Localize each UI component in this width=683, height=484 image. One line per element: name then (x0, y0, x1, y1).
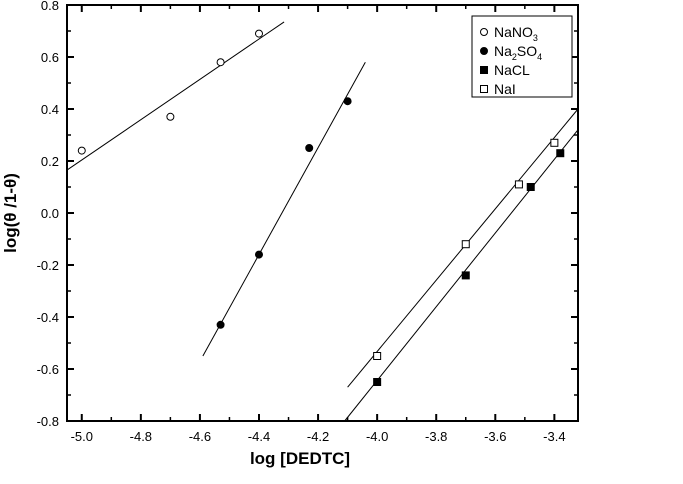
x-axis-label: log [DEDTC] (250, 449, 350, 468)
x-tick-label: -4.0 (366, 429, 388, 444)
data-point-nacl (556, 149, 565, 158)
y-tick-label: -0.4 (37, 310, 59, 325)
y-tick-label: 0.2 (41, 154, 59, 169)
y-tick-label: 0.0 (41, 206, 59, 221)
data-point-na2so4 (216, 320, 225, 329)
legend-label-nai: NaI (494, 81, 516, 97)
data-point-na2so4 (305, 144, 314, 152)
x-tick-label: -5.0 (71, 429, 93, 444)
legend-label-na2so4: Na2SO4 (494, 43, 542, 62)
data-point-nano3 (216, 58, 225, 67)
x-tick-label: -4.4 (248, 429, 270, 444)
legend-box (471, 15, 573, 98)
x-tick-label: -4.2 (307, 429, 329, 444)
legend-marker-na2so4 (480, 47, 488, 55)
y-tick-label: -0.6 (37, 362, 59, 377)
x-tick-label: -3.8 (425, 429, 447, 444)
data-point-nacl (461, 271, 470, 280)
legend-marker-nacl (480, 66, 488, 74)
data-point-nai (514, 180, 523, 189)
data-point-nacl (373, 378, 382, 386)
y-tick-label: -0.8 (37, 414, 59, 429)
x-tick-label: -4.6 (189, 429, 211, 444)
fit-line-nacl (344, 129, 579, 422)
data-point-na2so4 (254, 250, 263, 259)
y-tick-label: -0.2 (37, 258, 59, 273)
y-axis-label: log(θ /1-θ) (1, 173, 20, 253)
data-point-nano3 (166, 112, 175, 121)
y-tick-label: 0.6 (41, 50, 59, 65)
x-tick-label: -4.8 (130, 429, 152, 444)
x-tick-label: -3.6 (484, 429, 506, 444)
x-tick-label: -3.4 (543, 429, 565, 444)
data-point-nano3 (77, 146, 86, 155)
legend-marker-nai (480, 85, 488, 93)
y-tick-label: 0.4 (41, 102, 59, 117)
legend-marker-nano3 (480, 28, 488, 36)
legend-label-nacl: NaCL (494, 62, 530, 78)
legend-label-nano3: NaNO3 (494, 24, 538, 43)
data-point-nai (550, 138, 559, 147)
fit-line-na2so4 (202, 61, 366, 357)
data-point-nano3 (254, 29, 263, 38)
data-point-nacl (526, 183, 535, 191)
data-point-na2so4 (343, 97, 352, 106)
fit-line-nano3 (66, 21, 285, 171)
data-point-nai (373, 352, 382, 360)
y-tick-label: 0.8 (41, 0, 59, 13)
data-point-nai (461, 240, 470, 249)
